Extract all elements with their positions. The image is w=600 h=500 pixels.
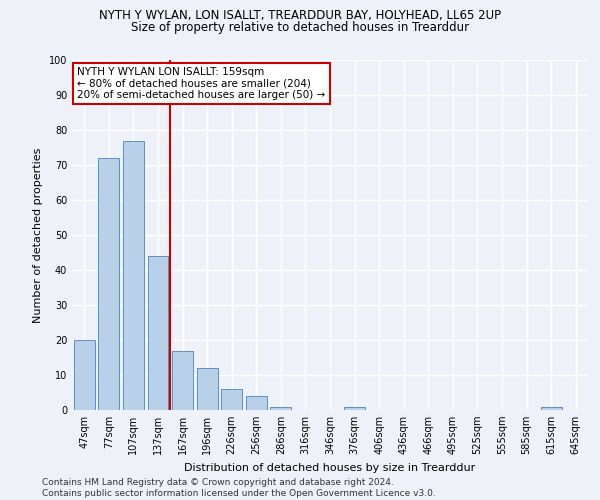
Bar [541,406,562,410]
Y-axis label: Number of detached properties: Number of detached properties [33,148,43,322]
Bar [271,406,292,410]
Text: NYTH Y WYLAN LON ISALLT: 159sqm
← 80% of detached houses are smaller (204)
20% o: NYTH Y WYLAN LON ISALLT: 159sqm ← 80% of… [77,67,325,100]
X-axis label: Distribution of detached houses by size in Trearddur: Distribution of detached houses by size … [184,462,476,472]
Text: Contains HM Land Registry data © Crown copyright and database right 2024.
Contai: Contains HM Land Registry data © Crown c… [42,478,436,498]
Bar [123,140,144,410]
Bar [74,340,95,410]
Bar [344,406,365,410]
Text: NYTH Y WYLAN, LON ISALLT, TREARDDUR BAY, HOLYHEAD, LL65 2UP: NYTH Y WYLAN, LON ISALLT, TREARDDUR BAY,… [99,9,501,22]
Bar [98,158,119,410]
Bar [148,256,169,410]
Bar [197,368,218,410]
Bar [221,389,242,410]
Bar [172,350,193,410]
Text: Size of property relative to detached houses in Trearddur: Size of property relative to detached ho… [131,21,469,34]
Bar [246,396,267,410]
